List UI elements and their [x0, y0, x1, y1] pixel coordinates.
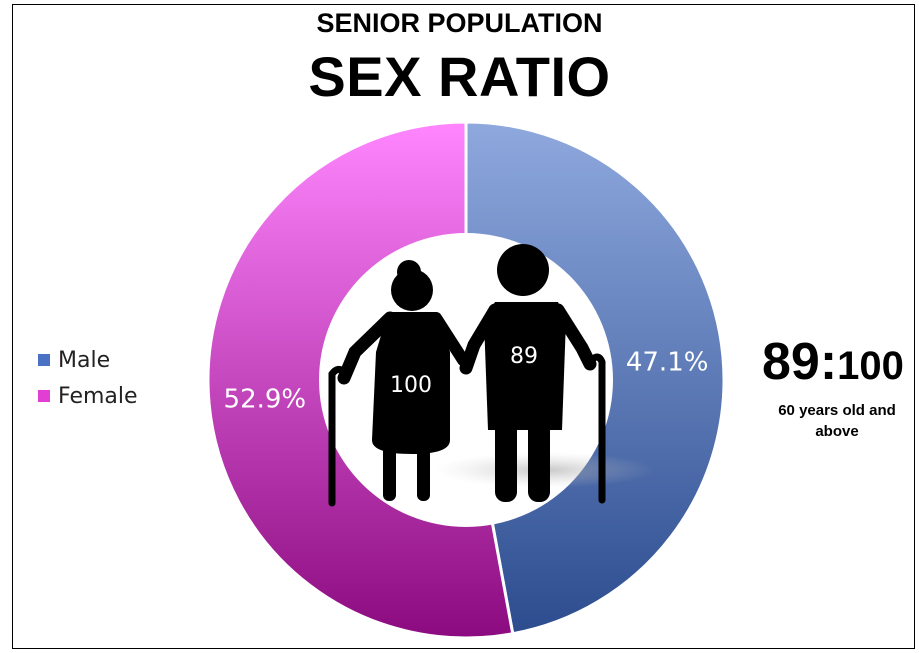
- chart-frame: [12, 4, 915, 649]
- legend-label-male: Male: [58, 347, 111, 373]
- chart-title: SEX RATIO: [308, 45, 611, 108]
- legend-item-female: Female: [38, 380, 138, 412]
- ratio-male: 89:: [762, 333, 838, 391]
- slice-label-male: 47.1%: [626, 348, 709, 378]
- chart-subtitle: SENIOR POPULATION: [316, 8, 603, 38]
- legend-label-female: Female: [58, 383, 138, 409]
- slice-label-female: 52.9%: [224, 384, 307, 414]
- legend-swatch-male: [38, 354, 50, 366]
- male-figure-label: 89: [510, 344, 538, 369]
- legend: Male Female: [38, 344, 138, 416]
- ratio-value: 89:100: [762, 332, 904, 392]
- legend-item-male: Male: [38, 344, 138, 376]
- ratio-note: 60 years old and above: [778, 402, 896, 440]
- legend-swatch-female: [38, 390, 50, 402]
- ratio-female: 100: [837, 344, 904, 388]
- female-figure-label: 100: [390, 373, 432, 398]
- elderly-couple-icon: [328, 244, 655, 507]
